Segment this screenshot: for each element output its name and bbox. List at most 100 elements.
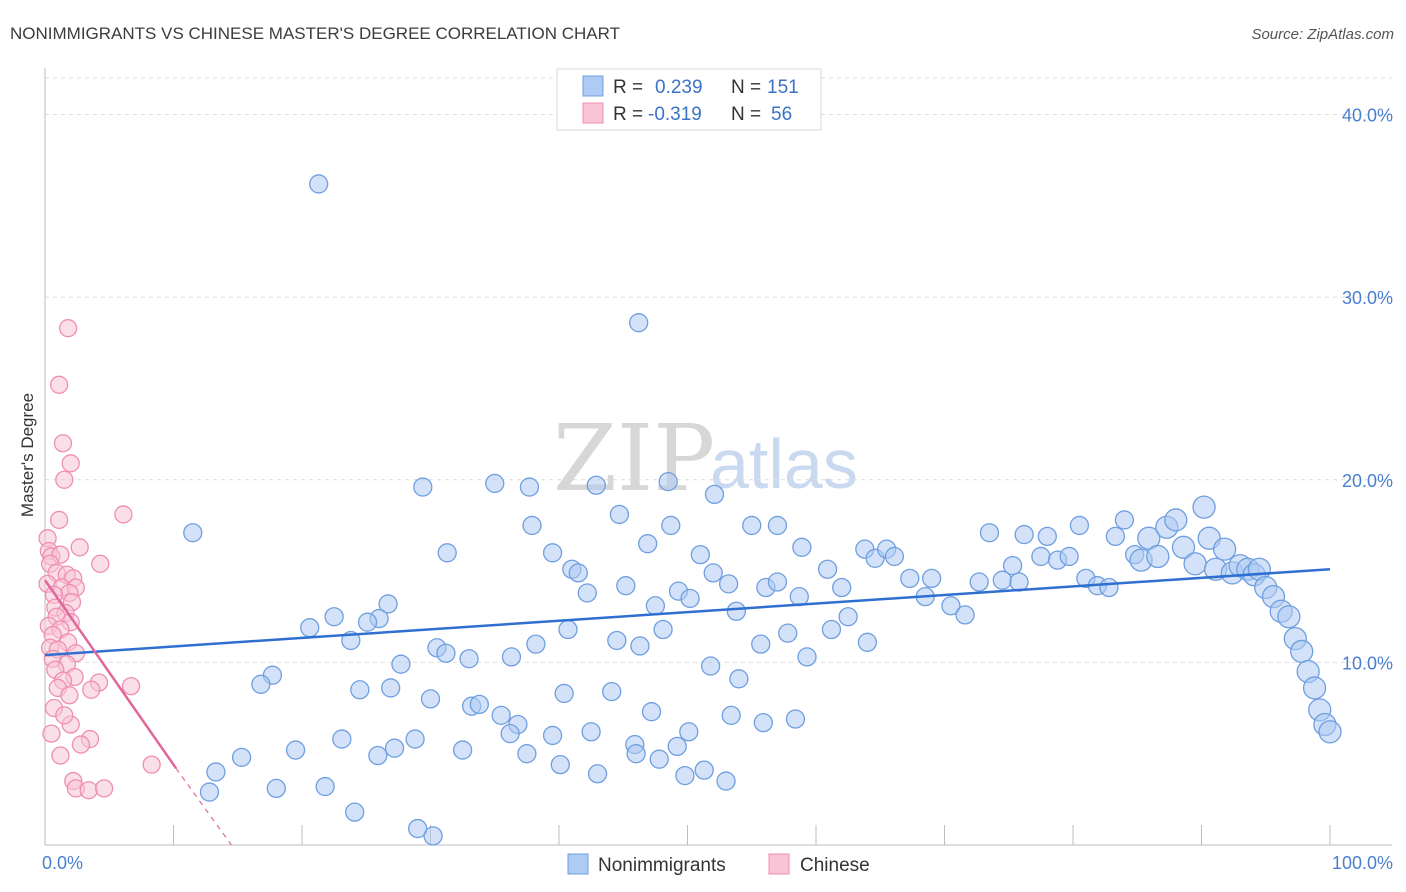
point-nonimmigrants-114: [381, 678, 401, 698]
point-nonimmigrants-130: [452, 740, 473, 760]
point-nonimmigrants-89: [357, 612, 378, 632]
point-nonimmigrants-144: [407, 818, 428, 839]
point-nonimmigrants-20: [792, 537, 812, 557]
point-nonimmigrants-123: [721, 705, 741, 725]
point-nonimmigrants-145: [285, 740, 306, 760]
legend-r-value-1: -0.319: [648, 104, 702, 125]
point-nonimmigrants-112: [857, 632, 878, 652]
point-nonimmigrants-131: [469, 694, 489, 715]
point-nonimmigrants-70: [1212, 537, 1237, 561]
point-nonimmigrants-126: [332, 729, 352, 749]
point-nonimmigrants-53: [1069, 515, 1090, 536]
y-tick-label-1: 20.0%: [1342, 471, 1393, 491]
point-nonimmigrants-3: [413, 477, 433, 497]
point-nonimmigrants-103: [630, 636, 650, 656]
point-nonimmigrants-148: [199, 782, 220, 802]
point-chinese-6: [49, 510, 69, 530]
stats-legend: R = 0.239 N = 151 R = -0.319 N = 56: [556, 68, 822, 131]
series-chinese: [38, 319, 161, 800]
x-tick-label-right: 100.0%: [1332, 853, 1393, 873]
point-nonimmigrants-100: [526, 634, 546, 654]
point-chinese-48: [142, 755, 161, 774]
point-nonimmigrants-119: [554, 683, 574, 704]
point-nonimmigrants-11: [542, 543, 563, 563]
point-nonimmigrants-113: [350, 680, 370, 700]
point-nonimmigrants-10: [522, 515, 542, 536]
point-nonimmigrants-25: [680, 588, 700, 609]
point-nonimmigrants-117: [491, 705, 511, 725]
point-nonimmigrants-111: [838, 607, 858, 627]
point-nonimmigrants-28: [726, 601, 746, 621]
point-nonimmigrants-141: [315, 776, 335, 797]
legend-swatch-nonimmigrants: [582, 75, 604, 97]
point-nonimmigrants-48: [1014, 524, 1034, 545]
point-nonimmigrants-32: [817, 559, 838, 579]
point-nonimmigrants-5: [519, 477, 540, 497]
point-nonimmigrants-122: [679, 722, 699, 742]
point-nonimmigrants-8: [704, 484, 725, 505]
y-axis-label: Master's Degree: [18, 393, 37, 517]
chart-source: Source: ZipAtlas.com: [1251, 26, 1394, 43]
point-nonimmigrants-4: [485, 473, 505, 494]
point-nonimmigrants-41: [941, 596, 961, 616]
point-nonimmigrants-146: [231, 747, 252, 767]
point-nonimmigrants-124: [753, 712, 773, 733]
point-chinese-51: [94, 779, 114, 798]
point-nonimmigrants-13: [568, 563, 588, 583]
point-nonimmigrants-110: [821, 619, 842, 640]
point-chinese-41: [82, 680, 101, 699]
legend-r-label-0: R =: [613, 77, 643, 98]
point-nonimmigrants-79: [1277, 605, 1301, 629]
x-tick-label-left: 0.0%: [42, 853, 83, 873]
point-nonimmigrants-52: [1059, 546, 1079, 567]
point-nonimmigrants-22: [616, 576, 636, 596]
watermark-atlas: atlas: [710, 425, 858, 503]
point-nonimmigrants-107: [751, 634, 771, 654]
point-chinese-46: [51, 746, 70, 765]
point-nonimmigrants-57: [1105, 526, 1126, 547]
series-nonimmigrants: [183, 174, 1342, 846]
point-nonimmigrants-47: [1009, 572, 1029, 592]
point-chinese-13: [91, 554, 110, 573]
point-nonimmigrants-23: [645, 596, 666, 616]
point-chinese-1: [49, 375, 69, 394]
point-nonimmigrants-9: [437, 543, 457, 563]
point-nonimmigrants-37: [884, 546, 905, 567]
point-nonimmigrants-138: [550, 754, 570, 775]
point-nonimmigrants-17: [690, 544, 710, 565]
point-chinese-50: [79, 781, 98, 800]
point-nonimmigrants-49: [1031, 546, 1051, 567]
point-chinese-43: [60, 686, 79, 705]
y-tick-label-2: 30.0%: [1342, 288, 1393, 308]
point-nonimmigrants-87: [378, 594, 398, 614]
point-nonimmigrants-143: [423, 826, 443, 846]
point-nonimmigrants-127: [368, 745, 388, 766]
point-nonimmigrants-27: [718, 574, 739, 594]
point-nonimmigrants-153: [716, 771, 736, 791]
point-nonimmigrants-62: [1146, 544, 1170, 569]
point-nonimmigrants-108: [778, 623, 798, 643]
point-chinese-2: [53, 434, 73, 453]
point-nonimmigrants-15: [638, 534, 658, 554]
point-nonimmigrants-31: [789, 586, 809, 607]
point-nonimmigrants-140: [266, 778, 286, 799]
point-nonimmigrants-38: [900, 568, 920, 589]
trend-extension-chinese: [175, 767, 232, 846]
point-nonimmigrants-106: [729, 669, 749, 689]
point-chinese-42: [121, 676, 141, 696]
legend-n-value-0: 151: [767, 77, 799, 98]
point-nonimmigrants-139: [587, 764, 608, 784]
point-nonimmigrants-102: [607, 630, 627, 651]
y-tick-label-3: 40.0%: [1342, 106, 1393, 126]
point-nonimmigrants-43: [969, 572, 989, 592]
point-nonimmigrants-147: [206, 762, 226, 782]
point-nonimmigrants-81: [1290, 639, 1314, 664]
point-chinese-9: [70, 538, 89, 557]
point-nonimmigrants-16: [661, 515, 681, 536]
point-nonimmigrants-150: [649, 749, 669, 769]
point-nonimmigrants-83: [1302, 676, 1327, 700]
point-nonimmigrants-58: [1114, 510, 1135, 530]
bottom-legend-swatch-nonimmigrants: [567, 853, 589, 875]
point-nonimmigrants-128: [384, 738, 405, 758]
